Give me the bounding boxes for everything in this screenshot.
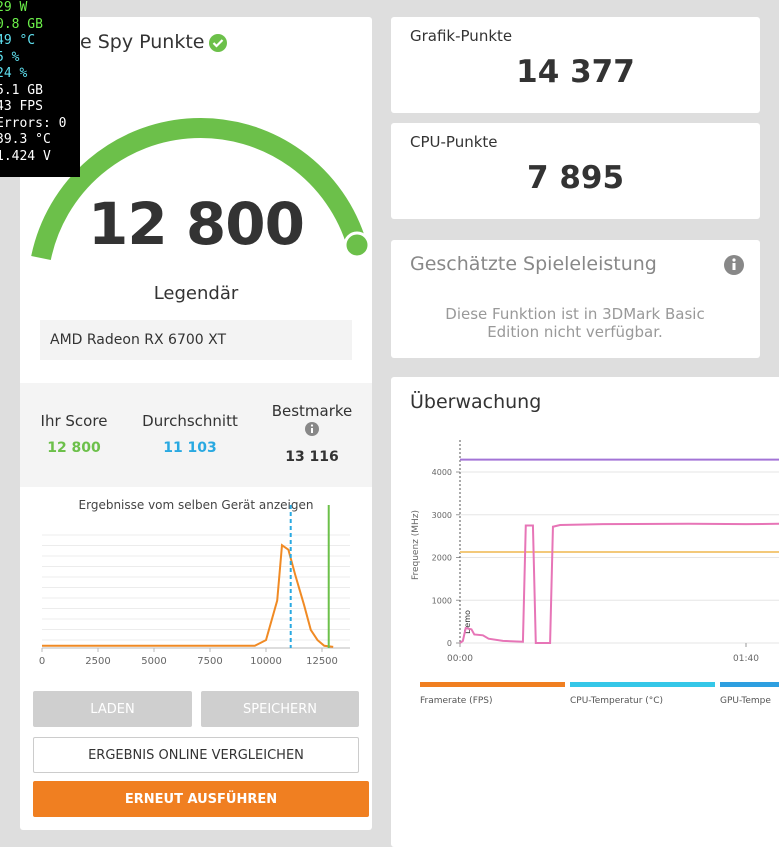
osd-line: Errors: 0	[0, 115, 67, 131]
y-tick-label: 4000	[432, 468, 452, 477]
y-tick-label: 3000	[432, 511, 452, 520]
legend-swatch	[420, 682, 565, 687]
your-score-label: Ihr Score	[40, 412, 108, 430]
x-tick-label: 2500	[85, 656, 110, 667]
osd-line: 49 °C	[0, 33, 36, 48]
estimate-card	[391, 240, 760, 358]
data-line	[42, 543, 334, 648]
graphics-card	[391, 17, 760, 113]
average-label: Durchschnitt	[142, 412, 238, 430]
x-tick-label: 0	[39, 656, 45, 667]
your-score-value: 12 800	[47, 440, 101, 456]
x-tick-label: 5000	[141, 656, 166, 667]
cpu-card	[391, 123, 760, 219]
gauge-dot	[343, 231, 371, 259]
osd-line: 43 FPS	[0, 99, 43, 114]
estimate-title: Geschätzte Spieleleistung	[410, 253, 657, 275]
check-icon	[209, 34, 227, 52]
monitoring-title: Überwachung	[410, 391, 542, 413]
y-axis-label: Frequenz (MHz)	[411, 510, 421, 580]
cpu-label: CPU-Punkte	[410, 133, 498, 151]
legend-swatch	[570, 682, 715, 687]
load-button[interactable]: LADEN	[33, 691, 192, 727]
x-tick-label: 10000	[250, 656, 282, 667]
monitoring-card	[391, 377, 779, 847]
compare-button[interactable]: ERGEBNIS ONLINE VERGLEICHEN	[33, 737, 359, 773]
estimate-text: Diese Funktion ist in 3DMark Basic Editi…	[445, 305, 705, 341]
legend-label: Framerate (FPS)	[420, 696, 493, 706]
average-value: 11 103	[163, 440, 217, 456]
score-value: 12 800	[88, 190, 305, 258]
cpu-value: 7 895	[526, 160, 625, 196]
score-title: e Spy Punkte	[80, 31, 205, 53]
osd-line: 0.8 GB	[0, 16, 43, 32]
best-value: 13 116	[285, 449, 339, 465]
info-icon[interactable]	[723, 254, 745, 276]
osd-line: 5 %	[0, 49, 20, 65]
osd-line: 24 %	[0, 66, 28, 81]
osd-line: 5.1 GB	[0, 82, 43, 98]
legend-label: CPU-Temperatur (°C)	[570, 696, 663, 706]
best-label: Bestmarke	[271, 402, 353, 420]
osd-line: 39.3 °C	[0, 132, 51, 147]
y-tick-label: 2000	[432, 554, 452, 563]
graphics-label: Grafik-Punkte	[410, 27, 513, 45]
x-tick-label: 12500	[306, 656, 338, 667]
osd-line: 29 W	[0, 0, 28, 15]
chart-title: Ergebnisse vom selben Gerät anzeigen	[79, 498, 314, 512]
osd-line: 1.424 V	[0, 148, 51, 164]
legend-swatch	[720, 682, 779, 687]
y-tick-label: 0	[447, 639, 452, 648]
y-tick-label: 1000	[432, 596, 452, 605]
info-icon[interactable]	[304, 421, 320, 437]
rank: Legendär	[153, 283, 239, 304]
graphics-value: 14 377	[516, 54, 635, 90]
x-tick-label: 7500	[197, 656, 222, 667]
annotation: Demo	[463, 610, 472, 634]
device-name: AMD Radeon RX 6700 XT	[40, 320, 352, 360]
rerun-button[interactable]: ERNEUT AUSFÜHREN	[33, 781, 369, 817]
x-tick-label: 01:40	[733, 654, 759, 664]
gauge-arc	[31, 118, 367, 261]
save-button[interactable]: SPEICHERN	[201, 691, 359, 727]
score-gauge	[31, 118, 371, 261]
data-line	[459, 522, 779, 644]
legend-label: GPU-Tempe	[720, 696, 771, 706]
x-tick-label: 00:00	[447, 654, 473, 664]
